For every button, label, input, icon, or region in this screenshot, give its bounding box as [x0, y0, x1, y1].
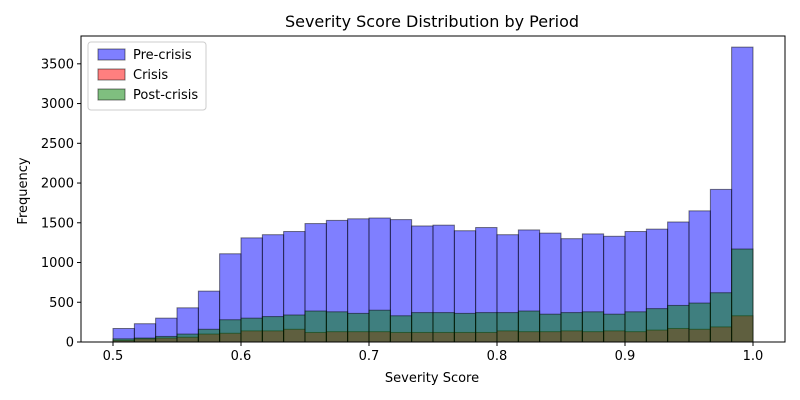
chart-title: Severity Score Distribution by Period [285, 12, 579, 31]
y-tick-label: 1500 [41, 216, 74, 231]
bar-post-crisis-26 [667, 304, 690, 343]
bar-post-crisis-14 [411, 312, 434, 343]
bar-post-crisis-17 [475, 312, 498, 343]
y-tick-label: 2000 [41, 177, 74, 192]
bar-post-crisis-4 [197, 328, 221, 343]
x-tick-label: 0.8 [487, 349, 508, 364]
bar-post-crisis-1 [133, 337, 157, 343]
bar-post-crisis-6 [240, 317, 263, 343]
bar-post-crisis-21 [560, 312, 583, 343]
legend-swatch [97, 88, 126, 101]
x-tick-label: 0.6 [231, 349, 252, 364]
x-tick-label: 1.0 [743, 349, 764, 364]
bar-post-crisis-9 [304, 310, 327, 343]
y-tick-label: 3000 [41, 97, 74, 112]
bar-post-crisis-15 [432, 312, 455, 343]
bar-post-crisis-18 [496, 312, 519, 343]
bar-post-crisis-5 [219, 319, 242, 343]
y-tick-label: 2500 [41, 137, 74, 152]
y-axis-label: Frequency [16, 157, 31, 224]
bar-post-crisis-12 [368, 309, 391, 343]
bar-post-crisis-11 [347, 312, 370, 343]
x-tick-label: 0.9 [615, 349, 636, 364]
y-axis-ticks: 0 500 1000 1500 2000 2500 3000 3500 [41, 57, 81, 351]
bar-post-crisis-8 [283, 314, 306, 343]
legend-label: Crisis [133, 68, 168, 83]
bar-post-crisis-19 [517, 310, 541, 343]
bar-post-crisis-20 [539, 313, 562, 343]
legend-swatch [97, 48, 126, 61]
y-tick-label: 500 [49, 296, 74, 311]
bar-post-crisis-29 [731, 248, 754, 343]
y-tick-label: 0 [66, 336, 74, 351]
plot-frame [80, 35, 786, 343]
bar-post-crisis-25 [645, 308, 669, 343]
x-tick-label: 0.5 [103, 349, 124, 364]
legend-swatch [97, 68, 126, 81]
bar-post-crisis-16 [453, 312, 477, 343]
bar-post-crisis-22 [581, 311, 605, 343]
legend-label: Post-crisis [133, 88, 198, 103]
bar-post-crisis-3 [176, 333, 199, 343]
y-tick-label: 3500 [41, 57, 74, 72]
bar-post-crisis-23 [603, 313, 626, 343]
bar-post-crisis-27 [688, 302, 711, 343]
bars-layer [112, 46, 754, 343]
x-axis-ticks: 0.5 0.6 0.7 0.8 0.9 1.0 [103, 342, 764, 364]
legend-label: Pre-crisis [133, 48, 192, 63]
y-tick-label: 1000 [41, 256, 74, 271]
bar-post-crisis-24 [624, 311, 647, 343]
bar-post-crisis-7 [261, 316, 285, 343]
bar-post-crisis-13 [389, 315, 413, 343]
bar-post-crisis-10 [325, 311, 349, 343]
bar-post-crisis-28 [709, 292, 733, 343]
x-tick-label: 0.7 [359, 349, 380, 364]
legend: Pre-crisis Crisis Post-crisis [87, 41, 207, 111]
x-axis-label: Severity Score [385, 371, 479, 386]
bar-post-crisis-2 [155, 335, 178, 343]
